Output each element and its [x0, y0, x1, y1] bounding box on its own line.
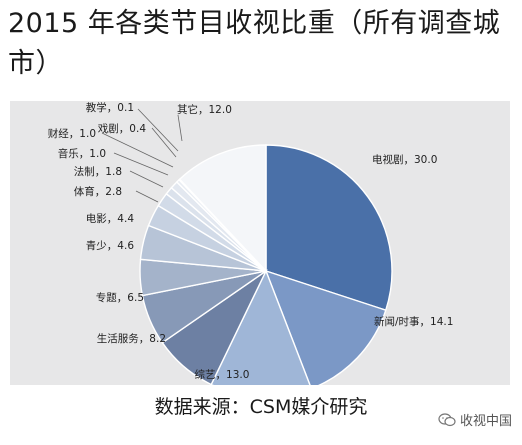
chart-title: 2015 年各类节目收视比重（所有调查城市）	[8, 8, 501, 79]
slice-label-7: 电影，4.4	[86, 212, 135, 225]
slice-label-5: 专题，6.5	[96, 291, 144, 304]
slice-label-12: 戏剧，0.4	[98, 123, 147, 135]
pie-slice-1	[265, 144, 393, 312]
slice-label-11: 财经，1.0	[48, 127, 96, 140]
leader-line-9	[129, 170, 164, 188]
pie-chart: 电视剧，30.0 新闻/时事，14.1 综艺，13.0 生活服务，8.2 专题，6.5 青…	[48, 101, 453, 385]
chart-panel: 电视剧，30.0 新闻/时事，14.1 综艺，13.0 生活服务，8.2 专题，6.5 青…	[10, 101, 510, 385]
slice-label-3: 综艺，13.0	[195, 368, 250, 381]
pie-slice-14	[178, 144, 267, 273]
slice-label-1: 电视剧，30.0	[372, 153, 437, 166]
leader-line-11	[101, 132, 174, 168]
leader-line-14	[177, 114, 183, 142]
leader-line-8	[135, 190, 159, 203]
slice-label-8: 体育，2.8	[74, 185, 122, 198]
slice-label-13: 教学，0.1	[86, 101, 134, 114]
wechat-icon	[438, 412, 456, 426]
leader-line-12	[151, 127, 177, 158]
pie-slice-2	[264, 269, 387, 385]
slice-label-10: 音乐，1.0	[58, 147, 106, 160]
slice-label-4: 生活服务，8.2	[97, 332, 166, 345]
data-source: 数据来源：CSM媒介研究	[154, 396, 368, 418]
slice-label-6: 青少，4.6	[86, 239, 135, 252]
watermark-text: 收视中国	[459, 414, 512, 429]
slice-label-2: 新闻/时事，14.1	[374, 315, 453, 328]
pie-slice-3	[210, 269, 311, 385]
slice-label-14: 其它，12.0	[177, 103, 232, 116]
watermark: 收视中国	[438, 410, 512, 429]
leader-line-10	[113, 152, 169, 176]
leader-line-13	[137, 108, 179, 152]
slice-label-9: 法制，1.8	[74, 165, 122, 178]
